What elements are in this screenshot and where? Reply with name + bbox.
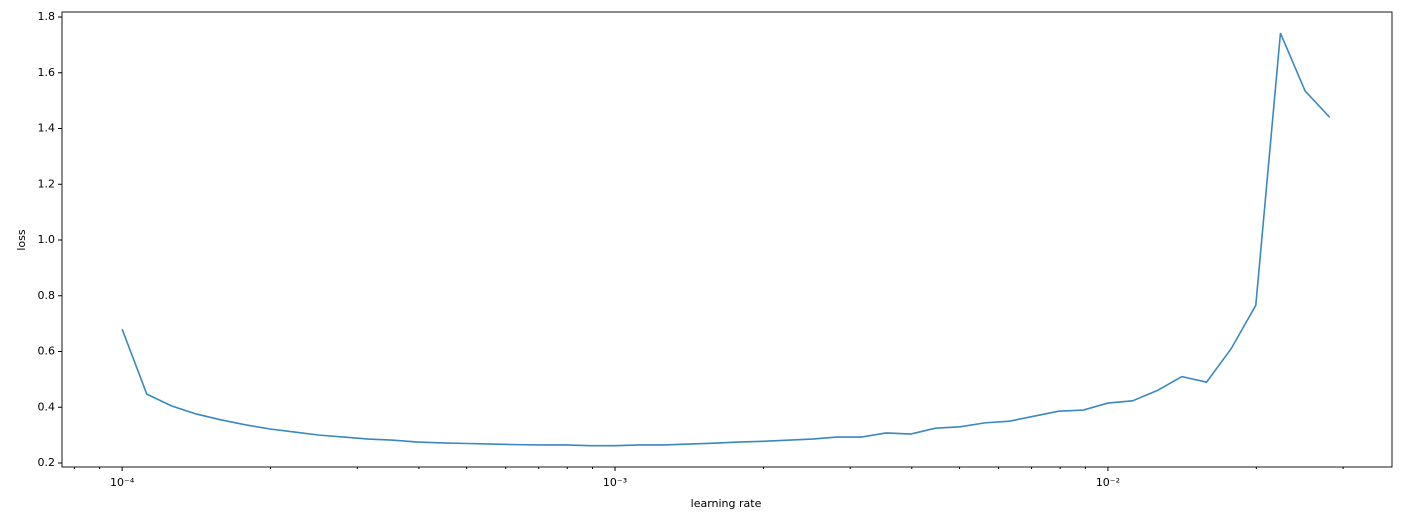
x-tick-label: 10⁻⁴ bbox=[110, 476, 135, 489]
y-tick-label: 1.2 bbox=[38, 177, 56, 190]
y-tick-label: 0.6 bbox=[38, 345, 56, 358]
y-tick-label: 1.4 bbox=[38, 122, 56, 135]
y-tick-label: 0.8 bbox=[38, 289, 56, 302]
axes-frame bbox=[61, 11, 1393, 468]
x-tick-label: 10⁻³ bbox=[603, 476, 627, 489]
x-tick-label: 10⁻² bbox=[1096, 476, 1120, 489]
x-axis-label: learning rate bbox=[691, 497, 762, 510]
y-tick-label: 0.4 bbox=[38, 400, 56, 413]
y-tick-label: 1.0 bbox=[38, 233, 56, 246]
line-series bbox=[121, 32, 1331, 447]
y-tick-label: 1.8 bbox=[38, 10, 56, 23]
y-tick-label: 0.2 bbox=[38, 456, 56, 469]
y-axis-label: loss bbox=[15, 229, 28, 251]
y-tick-label: 1.6 bbox=[38, 66, 56, 79]
